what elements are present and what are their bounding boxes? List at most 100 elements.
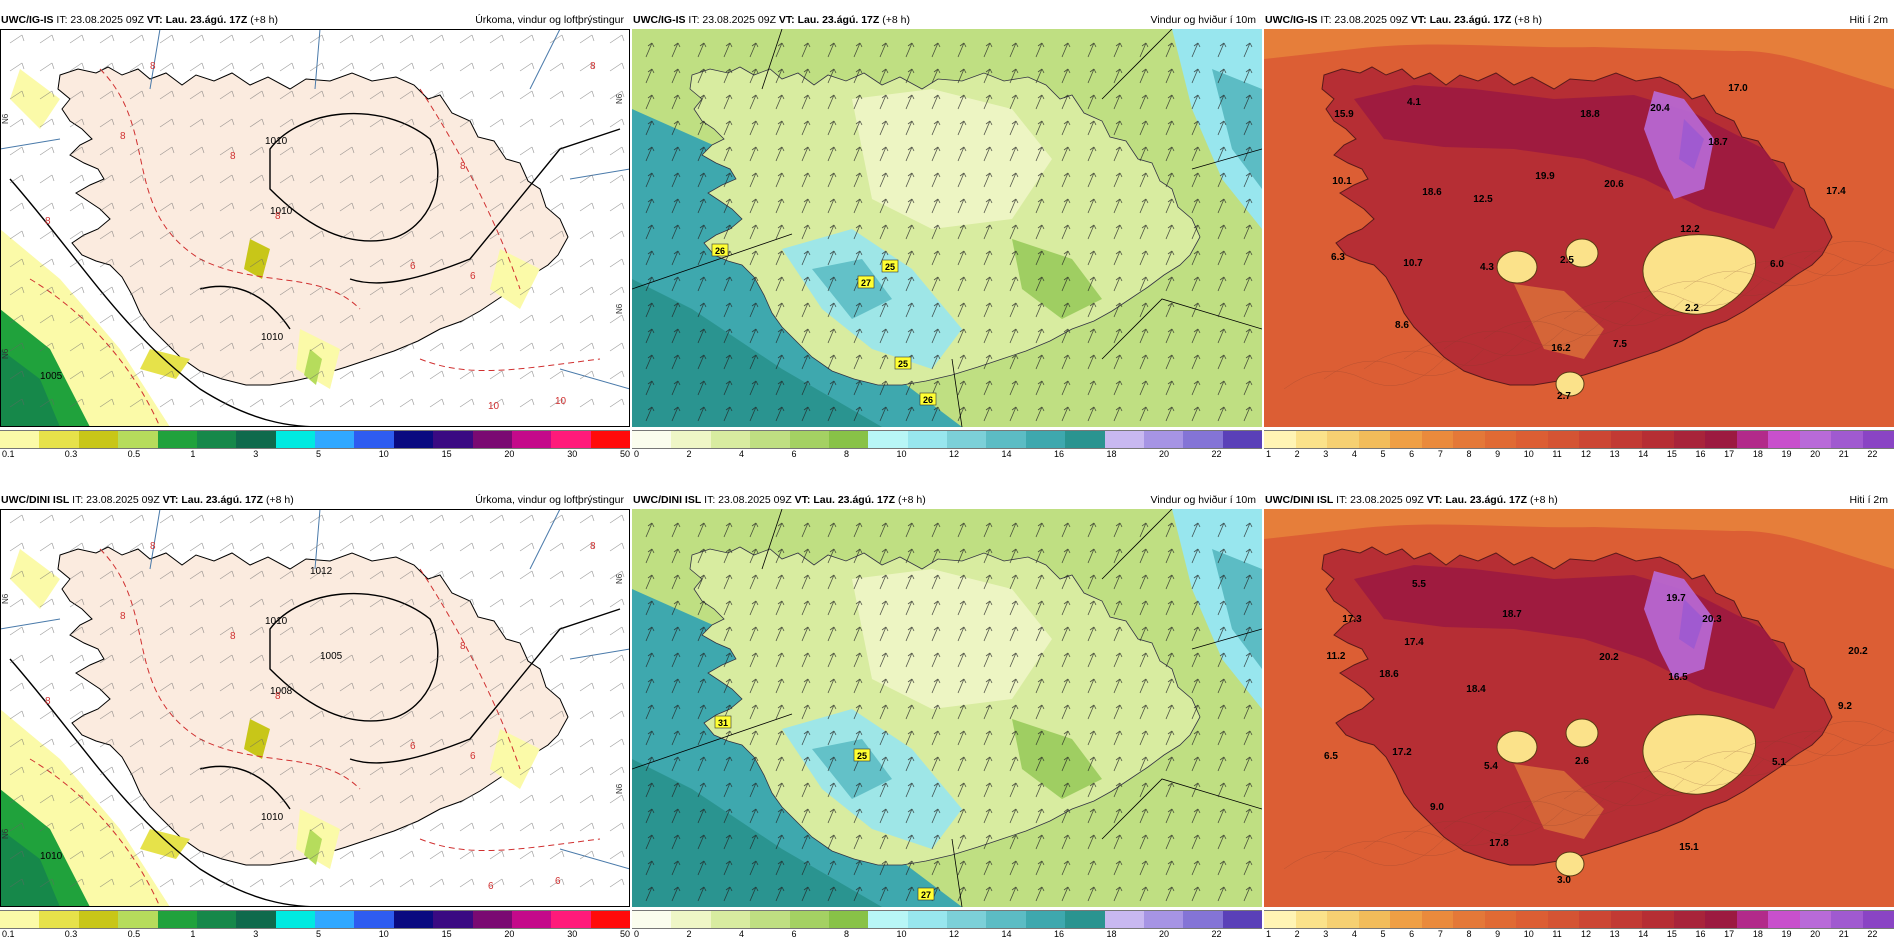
colorbar-tick: 3	[1323, 449, 1329, 459]
colorbar-tick: 6	[1409, 929, 1415, 939]
meridian-label: N6	[615, 93, 624, 104]
colorbar-tick: 13	[1609, 449, 1620, 459]
temperature-value: 15.9	[1334, 109, 1354, 120]
colorbar-swatch	[511, 431, 552, 448]
colorbar-tick: 11	[1552, 449, 1562, 459]
temperature-value: 9.0	[1430, 802, 1444, 813]
init-time: IT: 23.08.2025 09Z	[704, 494, 792, 506]
colorbar-tick: 22	[1211, 929, 1222, 939]
colorbar-swatch	[118, 911, 158, 928]
colorbar-tick: 20	[1810, 929, 1821, 939]
colorbar-tick: 4	[739, 449, 745, 459]
colorbar-tick: 18	[1106, 929, 1117, 939]
colorbar-swatch	[1673, 911, 1705, 928]
model-name: UWC/IG-IS	[1265, 14, 1318, 26]
init-time: IT: 23.08.2025 09Z	[1320, 14, 1408, 26]
colorbar-tick: 0	[634, 449, 640, 459]
colorbar-tick: 10	[378, 929, 389, 939]
colorbar-swatches	[0, 430, 630, 449]
map-area[interactable]: 1010 1010 1010 1005 8 8 8 8 8 8 6 6 8 10 10 N6 N6 N6 N6	[0, 29, 630, 427]
colorbar-swatch	[907, 431, 947, 448]
colorbar-tick: 17	[1724, 449, 1735, 459]
colorbar-tick: 2	[686, 449, 692, 459]
map-area[interactable]: 31 25 27	[632, 509, 1262, 907]
colorbar-swatch	[1264, 431, 1296, 448]
temperature-value: 18.7	[1502, 609, 1522, 620]
isotherm-label: 8	[275, 211, 281, 222]
map-area[interactable]: 5.5 19.7 17.3 18.7 20.3 11.2 17.4 20.2 16.5 20.2 1…	[1264, 509, 1894, 907]
lead-time: (+8 h)	[897, 494, 926, 506]
temperature-value: 5.4	[1484, 761, 1498, 772]
isobar-label: 1012	[310, 566, 333, 577]
colorbar: 1 2 3 4 5 6 7 8 9 10 11 12 13 14 15 16 17 18 19 20 21 22	[1264, 430, 1894, 464]
colorbar-tick: 3	[253, 929, 259, 939]
temperature-value: 17.4	[1826, 186, 1846, 197]
colorbar-swatch	[1484, 911, 1516, 928]
gust-value: 26	[923, 395, 933, 405]
valid-label: VT:	[146, 14, 163, 26]
panel-header: UWC/DINI ISL IT: 23.08.2025 09Z VT: Lau.…	[1264, 492, 1894, 508]
colorbar-swatch	[1104, 911, 1144, 928]
colorbar-swatch	[1736, 431, 1768, 448]
isotherm-label: 8	[460, 161, 466, 172]
isotherm-label: 6	[410, 261, 416, 272]
map-area[interactable]: 26 25 27 25 26	[632, 29, 1262, 427]
colorbar-swatch	[947, 431, 987, 448]
colorbar-tick: 5	[1380, 929, 1386, 939]
colorbar: 0 2 4 6 8 10 12 14 16 18 20 22	[632, 430, 1262, 464]
colorbar-swatch	[196, 911, 237, 928]
colorbar-swatch	[1421, 431, 1453, 448]
colorbar-tick: 2	[1294, 449, 1300, 459]
run-info: UWC/IG-IS IT: 23.08.2025 09Z VT: Lau. 23…	[633, 12, 910, 28]
colorbar-swatch	[78, 431, 119, 448]
valid-time: Lau. 23.ágú. 17Z	[181, 494, 264, 506]
init-time: IT: 23.08.2025 09Z	[688, 14, 776, 26]
colorbar-tick: 20	[1159, 449, 1170, 459]
valid-time: Lau. 23.ágú. 17Z	[165, 14, 248, 26]
colorbar-tick: 14	[1638, 449, 1649, 459]
run-info: UWC/DINI ISL IT: 23.08.2025 09Z VT: Lau.…	[633, 492, 926, 508]
colorbar-swatches	[632, 430, 1262, 449]
colorbar-tick: 9	[1495, 929, 1501, 939]
temperature-value: 10.1	[1332, 176, 1352, 187]
isotherm-label: 8	[150, 541, 156, 552]
gust-value: 27	[921, 890, 931, 900]
colorbar-tick: 4	[1351, 929, 1357, 939]
colorbar-swatch	[1862, 911, 1894, 928]
colorbar-tick: 13	[1609, 929, 1620, 939]
run-info: UWC/IG-IS IT: 23.08.2025 09Z VT: Lau. 23…	[1265, 12, 1542, 28]
colorbar-swatch	[750, 431, 790, 448]
colorbar-swatch	[1104, 431, 1144, 448]
colorbar-swatch	[1516, 431, 1548, 448]
temperature-value: 18.4	[1466, 684, 1486, 695]
colorbar-swatch	[196, 431, 237, 448]
map-area[interactable]: 4.1 15.9 18.8 20.4 17.0 10.1 18.6 12.5 19.9 20.6 1…	[1264, 29, 1894, 427]
map-area[interactable]: 1010 1008 1010 1010 1012 1005 8 8 8 8 8 8 6 6 8 6 6 N6 N6 N…	[0, 509, 630, 907]
colorbar-swatches	[632, 910, 1262, 929]
colorbar-swatch	[354, 431, 394, 448]
colorbar-tick: 0.3	[64, 449, 78, 459]
gust-marker	[711, 243, 729, 257]
temperature-value: 11.2	[1327, 651, 1346, 662]
colorbar-swatch	[1295, 911, 1327, 928]
colorbar-swatch	[1453, 911, 1485, 928]
colorbar-swatch	[393, 911, 434, 928]
colorbar-swatch	[710, 431, 751, 448]
panel-title: Vindur og hviður í 10m	[1150, 14, 1256, 26]
colorbar-tick: 20	[1159, 929, 1170, 939]
colorbar-swatch	[1799, 431, 1831, 448]
map-svg: 4.1 15.9 18.8 20.4 17.0 10.1 18.6 12.5 19.9 20.6 1…	[1264, 29, 1894, 427]
colorbar-tick: 12	[1581, 929, 1592, 939]
panel-igis-temp: UWC/IG-IS IT: 23.08.2025 09Z VT: Lau. 23…	[1264, 12, 1894, 472]
colorbar-tick: 1	[1266, 929, 1272, 939]
panel-header: UWC/DINI ISL IT: 23.08.2025 09Z VT: Lau.…	[632, 492, 1262, 508]
meridian-label: N6	[615, 303, 624, 314]
meridian-label: N6	[1, 113, 10, 124]
colorbar-tick: 1	[190, 929, 196, 939]
colorbar-swatch	[710, 911, 751, 928]
colorbar-tick: 6	[791, 929, 797, 939]
panel-dini-wind: UWC/DINI ISL IT: 23.08.2025 09Z VT: Lau.…	[632, 492, 1262, 952]
colorbar-tick: 14	[1001, 449, 1012, 459]
colorbar-swatch	[1673, 431, 1705, 448]
